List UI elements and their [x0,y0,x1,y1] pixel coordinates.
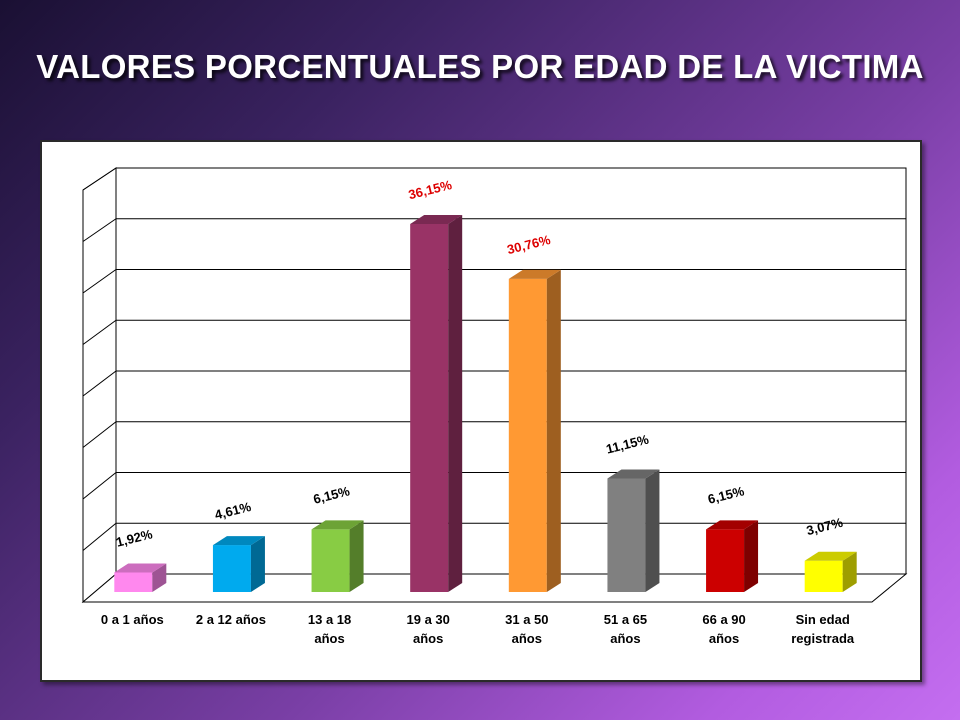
category-label: 31 a 50 años [505,612,548,646]
bar [410,215,463,592]
category-label: 51 a 65 años [604,612,647,646]
slide-title: VALORES PORCENTUALES POR EDAD DE LA VICT… [36,48,924,85]
bar-top [410,215,463,224]
category-label: 2 a 12 años [196,612,266,627]
category-label-line: años [512,631,542,646]
bar [508,269,561,592]
category-label: Sin edad registrada [791,612,855,646]
bar-top [804,551,857,561]
category-label: 19 a 30 años [407,612,450,646]
category-label-line: años [314,631,344,646]
bar [804,551,857,592]
bar-side [546,269,561,592]
category-label-line: 31 a 50 [505,612,548,627]
category-label-line: años [413,631,443,646]
bar-top [311,520,364,530]
bar-front [804,560,843,592]
bar-side [448,215,463,592]
bar-top [114,563,167,573]
category-label-line: años [610,631,640,646]
bar-front [508,278,547,592]
bar-side [744,520,759,592]
bar-front [212,545,251,592]
gridline [82,522,117,551]
bar-front [607,478,646,592]
gridline [82,269,117,294]
category-label-line: 13 a 18 [308,612,351,627]
bar-top [706,520,759,530]
bar [607,469,660,592]
gridline [82,319,117,345]
category-label-line: registrada [791,631,855,646]
gridline [82,167,117,191]
bar-front [410,224,449,592]
category-label: 66 a 90 años [702,612,745,646]
category-label-line: 19 a 30 [407,612,450,627]
bar [311,520,364,592]
category-label: 0 a 1 años [101,612,164,627]
bar-top [508,269,561,279]
gridline [82,370,117,397]
chart-category-labels: 0 a 1 años 2 a 12 años 13 a 18 años 19 a 30 a… [101,612,855,646]
category-label-line: años [709,631,739,646]
category-label-line: Sin edad [796,612,850,627]
bar [212,536,265,592]
category-label-line: 51 a 65 [604,612,647,627]
bar [114,563,167,592]
bar-front [311,529,350,592]
bar-top [607,469,660,479]
gridline [82,472,117,500]
bar [706,520,759,592]
bar-front [114,572,153,592]
bar-top [212,536,265,546]
bar-side [349,520,364,592]
chart-floor [81,573,908,603]
bar-side [152,563,167,592]
category-label-line: 0 a 1 años [101,612,164,627]
bar-front [706,529,745,592]
category-label-line: 2 a 12 años [196,612,266,627]
chart-grid [81,167,908,604]
bar-side [842,551,857,592]
chart-bars [114,215,857,592]
bar-side [645,469,660,592]
gridline [82,421,117,448]
gridline [82,218,117,242]
bar-side [250,536,265,592]
category-label-line: 66 a 90 [702,612,745,627]
category-label: 13 a 18 años [308,612,351,646]
